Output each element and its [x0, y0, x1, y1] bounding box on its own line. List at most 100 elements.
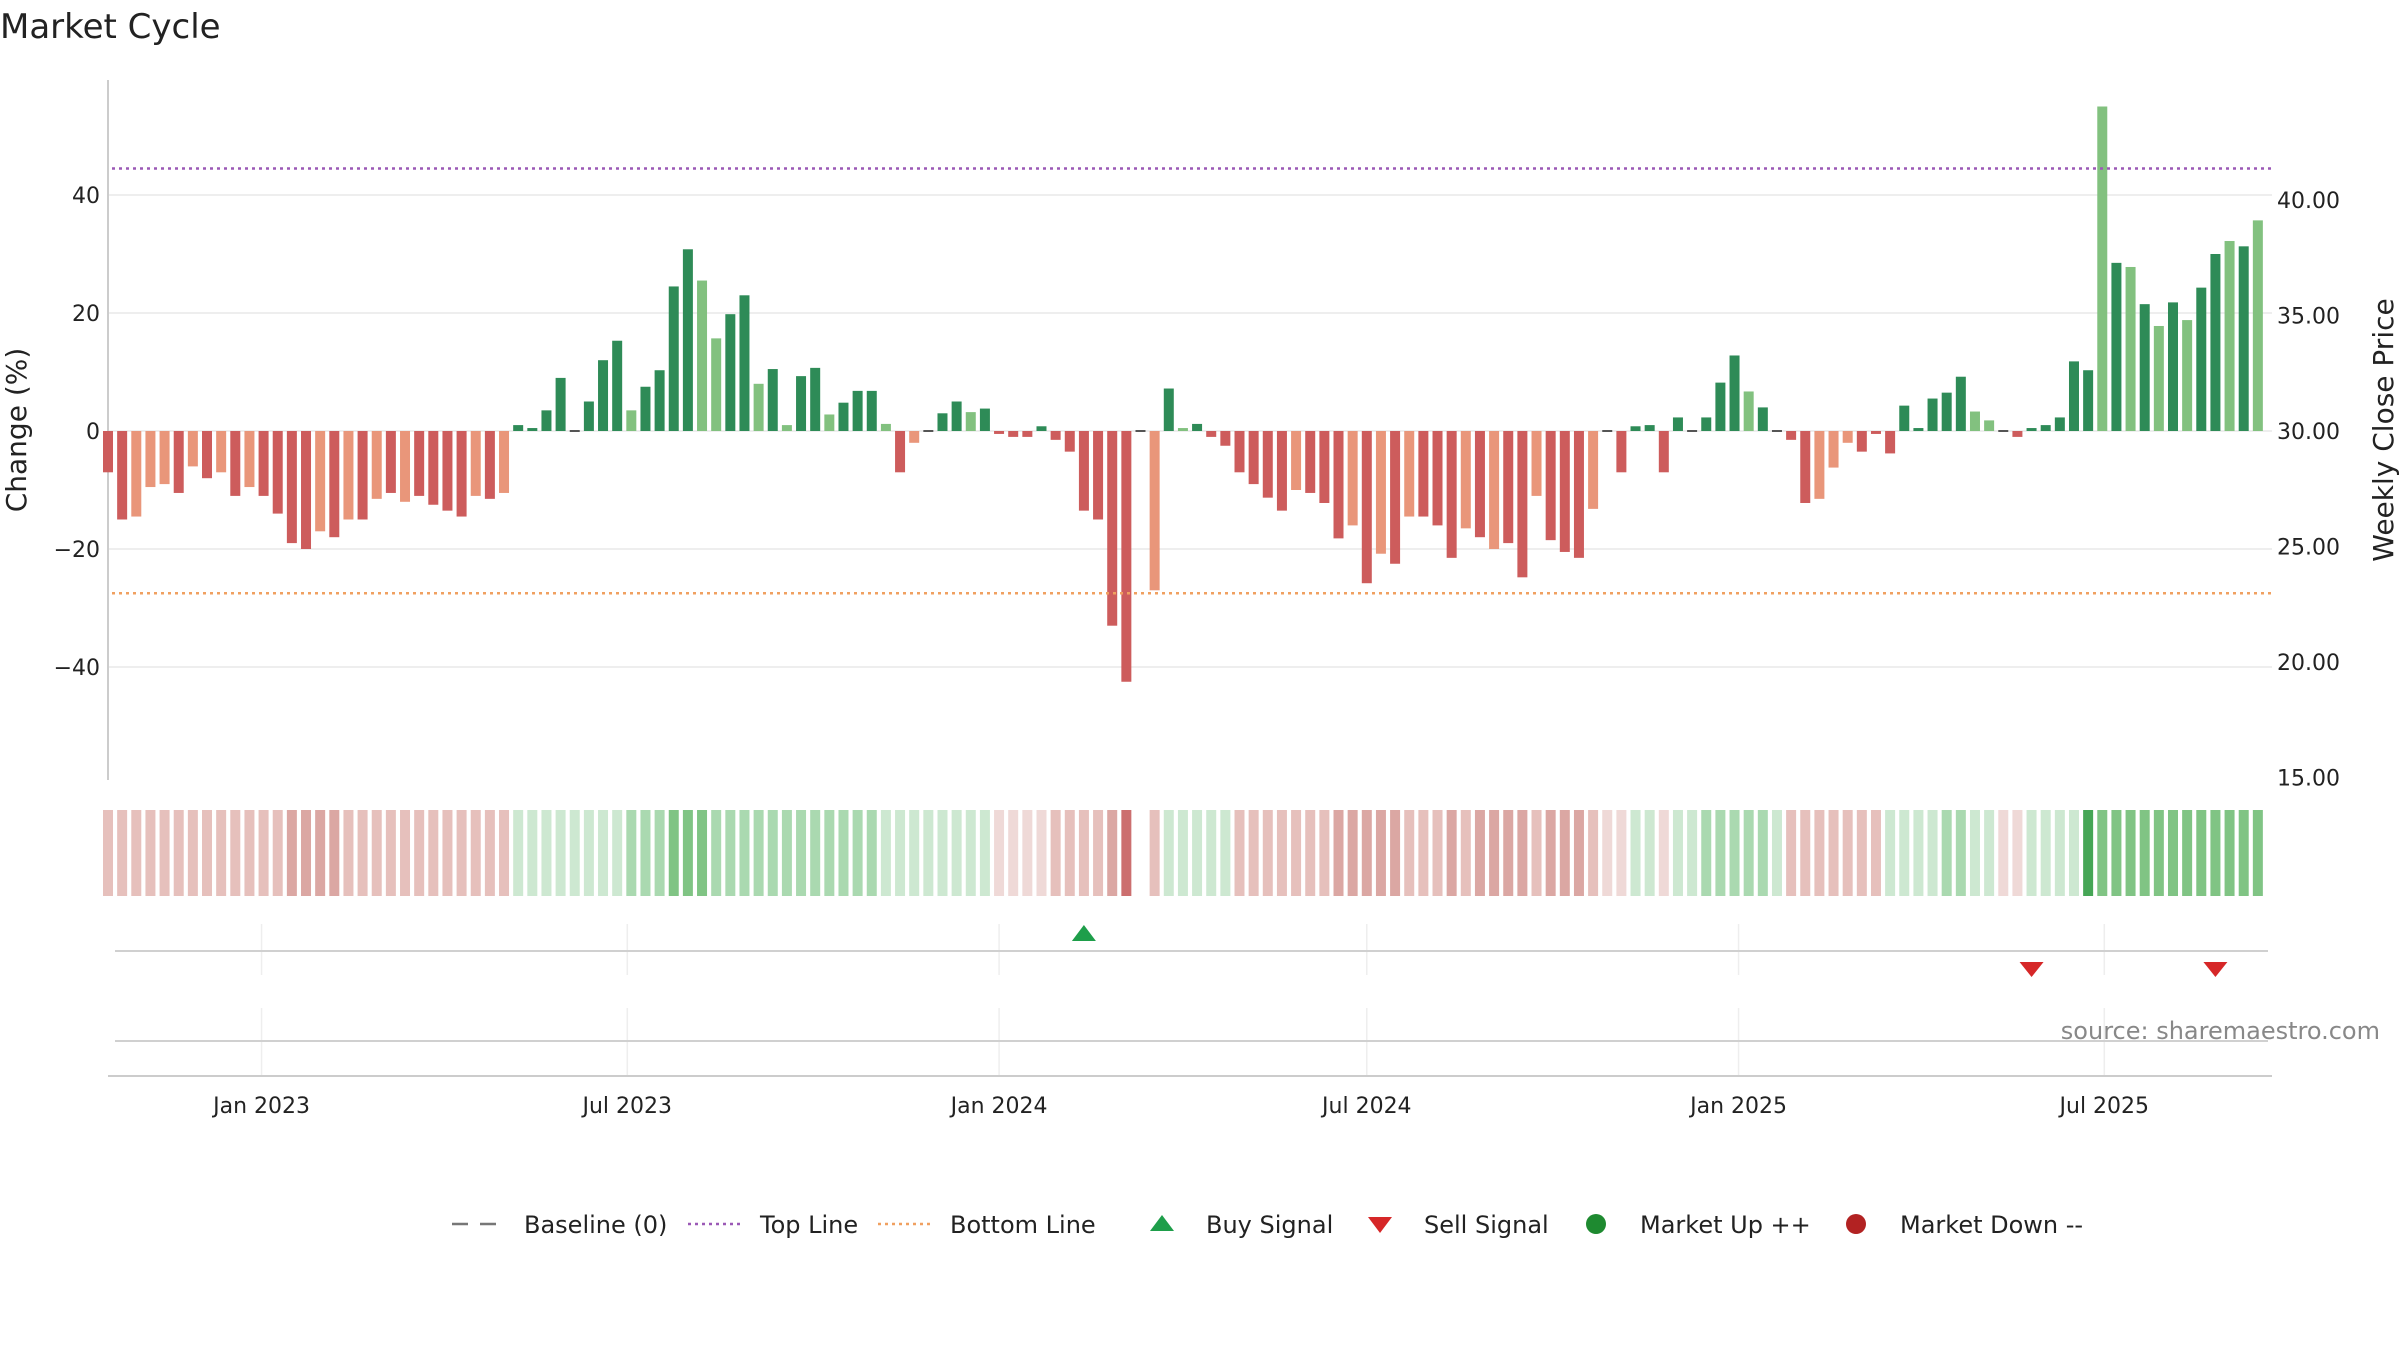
regime-cell: [159, 810, 170, 896]
regime-cell: [1757, 810, 1768, 896]
bar: [1050, 431, 1061, 440]
y-axis-label: Change (%): [0, 348, 33, 513]
bar: [1701, 417, 1712, 431]
buy-signal-marker: [1071, 925, 1096, 941]
bar: [1927, 398, 1938, 431]
bar: [1064, 431, 1075, 452]
legend-item: Baseline (0): [452, 1211, 667, 1239]
regime-cell: [880, 810, 891, 896]
regime-cell: [923, 810, 934, 896]
regime-cell: [994, 810, 1005, 896]
regime-cell: [2083, 810, 2094, 896]
bars: [103, 106, 2263, 682]
regime-cell: [400, 810, 411, 896]
bar: [1234, 431, 1245, 473]
y-axis-right: 15.00 20.00 25.00 30.00 35.00 40.00: [2277, 189, 2340, 792]
regime-cell: [1036, 810, 1047, 896]
bar: [258, 431, 269, 496]
y2-tick-label: 20.00: [2277, 651, 2340, 676]
regime-cell: [1644, 810, 1655, 896]
bar: [640, 386, 651, 431]
regime-cell: [230, 810, 241, 896]
bar: [2026, 428, 2037, 431]
regime-cell: [1616, 810, 1627, 896]
regime-cell: [1404, 810, 1415, 896]
regime-cell: [286, 810, 297, 896]
regime-cell: [315, 810, 326, 896]
regime-cell: [909, 810, 920, 896]
regime-cell: [1248, 810, 1259, 896]
regime-cell: [1149, 810, 1160, 896]
y2-tick-label: 15.00: [2277, 767, 2340, 792]
regime-cell: [569, 810, 580, 896]
regime-cell: [1008, 810, 1019, 896]
regime-cell: [1814, 810, 1825, 896]
regime-cell: [1206, 810, 1217, 896]
regime-cell: [1658, 810, 1669, 896]
bar: [2054, 417, 2065, 431]
bar: [414, 431, 425, 496]
regime-cell: [2139, 810, 2150, 896]
bar: [103, 431, 113, 473]
bar: [357, 431, 368, 520]
regime-cell: [216, 810, 227, 896]
bar: [668, 286, 679, 431]
bar: [895, 431, 906, 473]
regime-cell: [513, 810, 524, 896]
regime-cell: [1460, 810, 1471, 896]
bar: [994, 431, 1005, 434]
chart-title: Market Cycle: [0, 7, 221, 47]
grid-lines: [108, 194, 2272, 668]
regime-cell: [739, 810, 750, 896]
bar: [230, 431, 241, 496]
bar: [371, 431, 382, 499]
regime-cell: [2224, 810, 2235, 896]
bar: [654, 370, 665, 431]
regime-cell: [781, 810, 792, 896]
bar: [484, 431, 495, 499]
regime-cell: [1503, 810, 1514, 896]
y-tick-label: 0: [86, 420, 100, 445]
regime-cell: [852, 810, 863, 896]
regime-cell: [711, 810, 722, 896]
bar: [1404, 431, 1415, 517]
bar: [131, 431, 142, 517]
regime-cell: [1969, 810, 1980, 896]
legend-label: Top Line: [759, 1211, 858, 1239]
regime-cell: [187, 810, 198, 896]
bar: [527, 428, 538, 431]
regime-cell: [1064, 810, 1075, 896]
bar: [824, 414, 835, 431]
bar: [1984, 420, 1995, 431]
x-axis: Jan 2023 Jul 2023 Jan 2024 Jul 2024 Jan 2025…: [108, 1075, 2272, 1119]
bar: [2097, 106, 2108, 431]
regime-cell: [2210, 810, 2221, 896]
y2-tick-label: 30.00: [2277, 420, 2340, 445]
legend-item: Market Up ++: [1586, 1211, 1811, 1239]
bar: [2224, 241, 2235, 431]
bar: [1347, 431, 1358, 526]
regime-cell: [1786, 810, 1797, 896]
bar: [1474, 431, 1485, 538]
bar: [866, 390, 877, 431]
regime-cell: [371, 810, 382, 896]
regime-cell: [470, 810, 481, 896]
bar: [1248, 431, 1259, 485]
regime-cell: [1347, 810, 1358, 896]
legend-item: Market Down --: [1846, 1211, 2083, 1239]
legend-label: Sell Signal: [1424, 1211, 1549, 1239]
regime-cell: [1588, 810, 1599, 896]
bar: [739, 295, 750, 431]
regime-cell: [428, 810, 439, 896]
regime-cell: [1800, 810, 1811, 896]
regime-cell: [1545, 810, 1556, 896]
bar: [767, 369, 778, 431]
bar: [1856, 431, 1867, 452]
regime-cell: [612, 810, 623, 896]
x-tick-label: Jan 2023: [211, 1094, 310, 1119]
bar: [1390, 431, 1401, 564]
regime-cell: [654, 810, 665, 896]
regime-cell: [1418, 810, 1429, 896]
y-tick-label: 20: [72, 302, 100, 327]
